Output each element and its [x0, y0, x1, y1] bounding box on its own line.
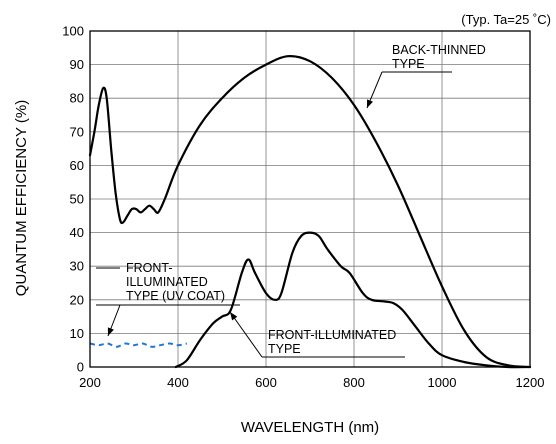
x-tick-labels: 200 400 600 800 1000 1200	[79, 375, 544, 390]
front-illuminated-label-line: TYPE	[268, 342, 301, 356]
front-illuminated-leader	[229, 311, 263, 358]
x-tick-label: 1000	[428, 375, 457, 390]
y-tick-labels: 0 10 20 30 40 50 60 70 80 90 100	[62, 24, 84, 375]
plot-frame	[89, 30, 531, 368]
y-tick-label: 40	[70, 225, 84, 240]
y-tick-label: 70	[70, 124, 84, 139]
condition-note: (Typ. Ta=25 ˚C)	[461, 12, 551, 27]
front-illuminated-uv-label: FRONT-ILLUMINATED TYPE (UV COAT)	[126, 261, 225, 303]
back-thinned-label-line: BACK-THINNED	[392, 43, 486, 57]
grid-lines	[90, 31, 530, 367]
back-thinned-label: BACK-THINNED TYPE	[392, 43, 486, 71]
y-tick-label: 90	[70, 57, 84, 72]
front-illuminated-arrow	[230, 312, 238, 321]
x-tick-label: 400	[167, 375, 189, 390]
back-thinned-arrow	[367, 99, 373, 108]
front-illuminated-uv-label-line: ILLUMINATED	[126, 275, 208, 289]
front-illuminated-uv-coat-curve	[89, 342, 188, 348]
y-tick-label: 100	[62, 24, 84, 39]
x-axis-title: WAVELENGTH (nm)	[241, 419, 379, 436]
front-illuminated-label: FRONT-ILLUMINATED TYPE	[268, 328, 396, 356]
uv-arrow	[107, 327, 114, 336]
y-tick-label: 50	[70, 192, 84, 207]
y-tick-label: 80	[70, 91, 84, 106]
x-tick-label: 600	[255, 375, 277, 390]
front-illuminated-curve	[174, 231, 532, 369]
x-tick-label: 1200	[516, 375, 545, 390]
front-illuminated-uv-label-line: FRONT-	[126, 261, 173, 275]
series-layer	[88, 54, 532, 369]
y-axis-title: QUANTUM EFFICIENCY (%)	[13, 100, 30, 296]
back-thinned-curve	[88, 54, 532, 369]
back-thinned-label-line: TYPE	[392, 57, 425, 71]
x-tick-label: 200	[79, 375, 101, 390]
x-tick-label: 800	[343, 375, 365, 390]
front-illuminated-label-line: FRONT-ILLUMINATED	[268, 328, 396, 342]
y-tick-label: 10	[70, 326, 84, 341]
y-tick-label: 20	[70, 292, 84, 307]
front-illuminated-uv-label-line: TYPE (UV COAT)	[126, 289, 225, 303]
y-tick-label: 30	[70, 259, 84, 274]
y-tick-label: 0	[77, 360, 84, 375]
y-tick-label: 60	[70, 158, 84, 173]
